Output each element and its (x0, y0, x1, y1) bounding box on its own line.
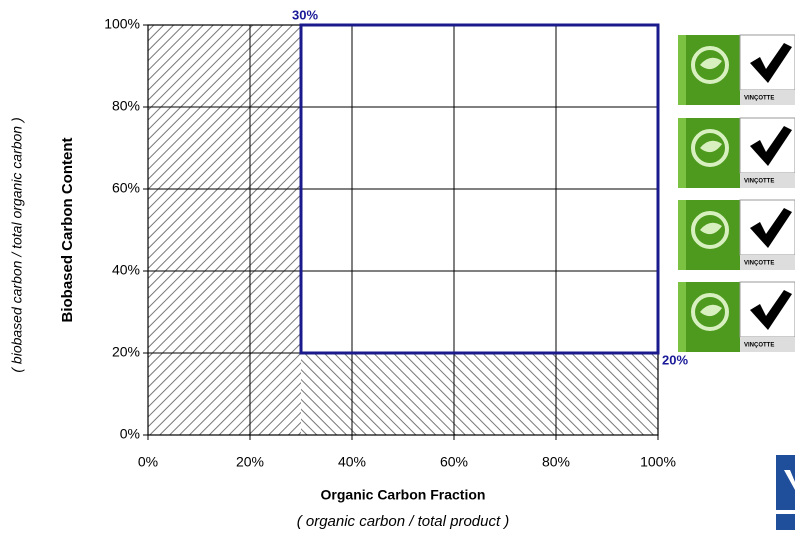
x-tick-label: 80% (542, 454, 570, 470)
x-tick-label: 20% (236, 454, 264, 470)
logo (776, 455, 795, 530)
region-label: 30% (292, 7, 318, 22)
badges: VINÇOTTE VINÇOTTE VINÇOTTE VINÇOTTE (678, 34, 795, 352)
y-tick-label: 60% (112, 180, 140, 196)
badge: VINÇOTTE (678, 117, 795, 188)
badge-check (750, 126, 792, 166)
excluded-zone (301, 353, 658, 435)
badge: VINÇOTTE (678, 281, 795, 352)
y-tick-label: 0% (120, 426, 140, 442)
badge-stripe (678, 35, 686, 105)
badge-text: VINÇOTTE (744, 261, 774, 267)
badge-icon (691, 46, 729, 84)
badge-foot (740, 173, 795, 188)
y-tick-label: 100% (104, 16, 140, 32)
badge-stripe (678, 282, 686, 352)
badge-green (678, 200, 740, 270)
x-tick-label: 100% (640, 454, 676, 470)
qualifying-region (299, 23, 660, 355)
badge: VINÇOTTE (678, 34, 795, 105)
badge-green (678, 118, 740, 188)
badge-green (678, 282, 740, 352)
badge-icon (691, 293, 729, 331)
badge-stripe (678, 200, 686, 270)
badge-check (750, 208, 792, 248)
badge-text: VINÇOTTE (744, 179, 774, 185)
y-tick-label: 40% (112, 262, 140, 278)
badge-leaf (700, 222, 722, 235)
badge-foot (740, 255, 795, 270)
excluded-zone (148, 25, 301, 435)
x-axis-note: ( organic carbon / total product ) (297, 513, 510, 530)
x-tick-label: 0% (138, 454, 158, 470)
x-tick-label: 40% (338, 454, 366, 470)
region-label: 20% (662, 352, 688, 367)
badge-foot (740, 90, 795, 105)
badge-icon (691, 211, 729, 249)
badge-check (750, 43, 792, 83)
badge-icon (691, 129, 729, 167)
badge: VINÇOTTE (678, 199, 795, 270)
y-tick-label: 20% (112, 344, 140, 360)
badge-leaf (700, 140, 722, 153)
badge-leaf (700, 57, 722, 70)
y-axis-title: Biobased Carbon Content (59, 137, 76, 322)
badge-foot (740, 337, 795, 352)
x-axis-title: Organic Carbon Fraction (321, 487, 486, 503)
y-axis-note: ( biobased carbon / total organic carbon… (9, 117, 25, 372)
badge-text: VINÇOTTE (744, 343, 774, 349)
badge-leaf (700, 304, 722, 317)
plot-area: 0% 20% 40% 60% 80% 100% 0% 20% 40% 60% 80% 100% 30% 2… (104, 7, 688, 469)
x-tick-label: 60% (440, 454, 468, 470)
badge-stripe (678, 118, 686, 188)
badge-check (750, 290, 792, 330)
badge-green (678, 35, 740, 105)
badge-text: VINÇOTTE (744, 96, 774, 102)
y-tick-label: 80% (112, 98, 140, 114)
